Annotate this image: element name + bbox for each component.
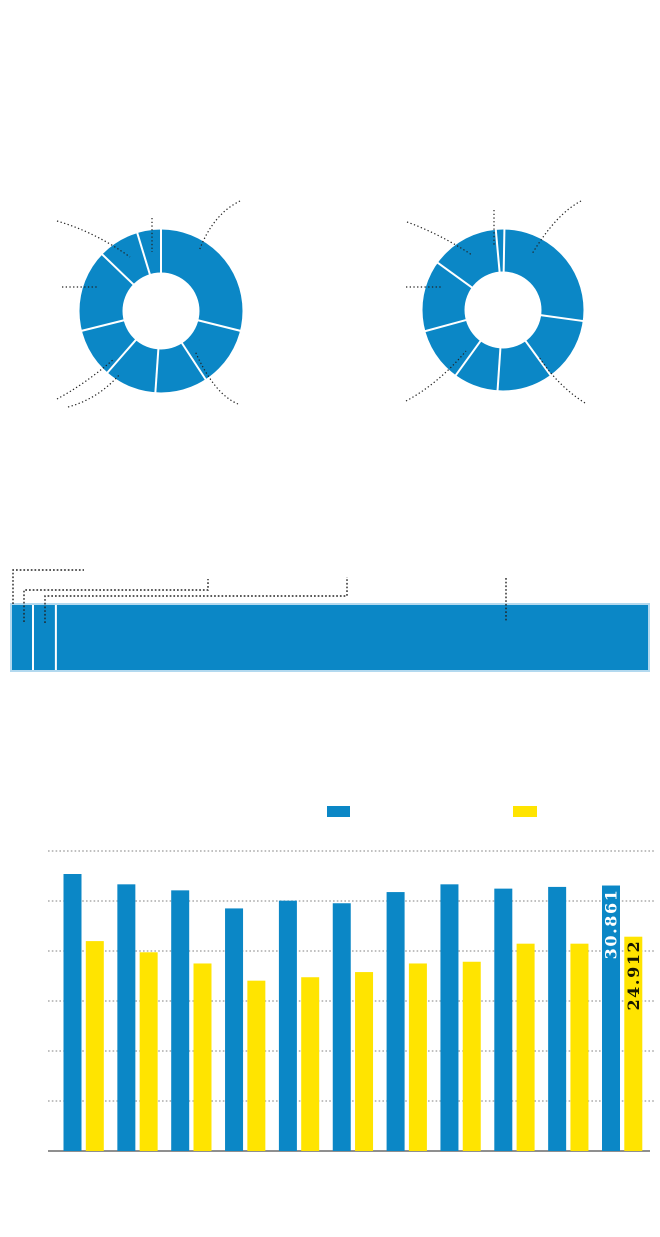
legend-swatch-yellow [513,806,537,817]
bar-blue [440,884,459,1151]
bar-yellow [193,963,212,1151]
stacked-bar-chart [10,603,650,672]
donut-segment-divider [502,227,506,274]
leader-line [56,220,131,258]
donut-segment-divider [80,319,126,333]
bar-blue [117,884,136,1151]
leader-line [44,577,348,623]
donut-segment-divider [423,318,468,333]
bar-blue [332,903,351,1151]
donut-chart-left [79,228,243,394]
donut-chart-right [422,227,585,392]
bar-yellow [85,941,104,1151]
donut-segment-divider [436,261,474,290]
bar-blue [602,885,620,1151]
bar-yellow [462,961,481,1151]
donut-ring [422,229,584,391]
bar-blue [278,900,297,1151]
leader-line [194,350,239,405]
donut-segment-divider [196,319,242,333]
legend-swatch-blue [327,806,350,817]
bar-yellow [624,936,643,1151]
bar-value-label: 24.912 [624,940,643,1011]
bar-blue [548,886,567,1151]
bar-blue [171,890,190,1151]
leader-line [198,200,241,252]
donut-segment-divider [154,347,160,394]
bar-yellow [570,943,589,1151]
bar-yellow [516,943,535,1151]
donut-segment-divider [105,338,138,375]
donut-segment-divider [100,252,136,287]
donut-segment-divider [523,339,553,377]
bar-blue [63,874,82,1151]
bar-blue [225,908,244,1151]
donut-left-leader-lines [56,200,241,408]
bar-value-label: 30.861 [602,889,621,960]
donut-right-leader-lines [405,200,586,404]
bar-yellow [301,977,320,1151]
stacked-bar-leader-lines [12,569,507,623]
donut-segment-divider [180,341,208,382]
stacked-bar-segment [12,605,32,670]
bar-yellow [139,952,158,1151]
stacked-bar-segment [33,605,55,670]
bar-blue [386,892,405,1151]
leader-line [23,579,209,622]
leader-line [538,356,586,404]
donut-segment-divider [494,228,501,274]
donut-segment-divider [539,314,585,323]
bar-yellow [408,963,427,1151]
legend [327,806,537,817]
bar-yellow [355,972,374,1151]
stacked-bar-segment [56,605,649,670]
leader-line [405,350,467,402]
leader-line [67,373,121,408]
bar-blue [494,888,513,1151]
bar-yellow [247,980,266,1151]
leader-line [12,569,84,604]
donut-segment-divider [496,346,502,392]
donut-segment-divider [135,231,152,276]
donut-segment-divider [454,339,483,377]
